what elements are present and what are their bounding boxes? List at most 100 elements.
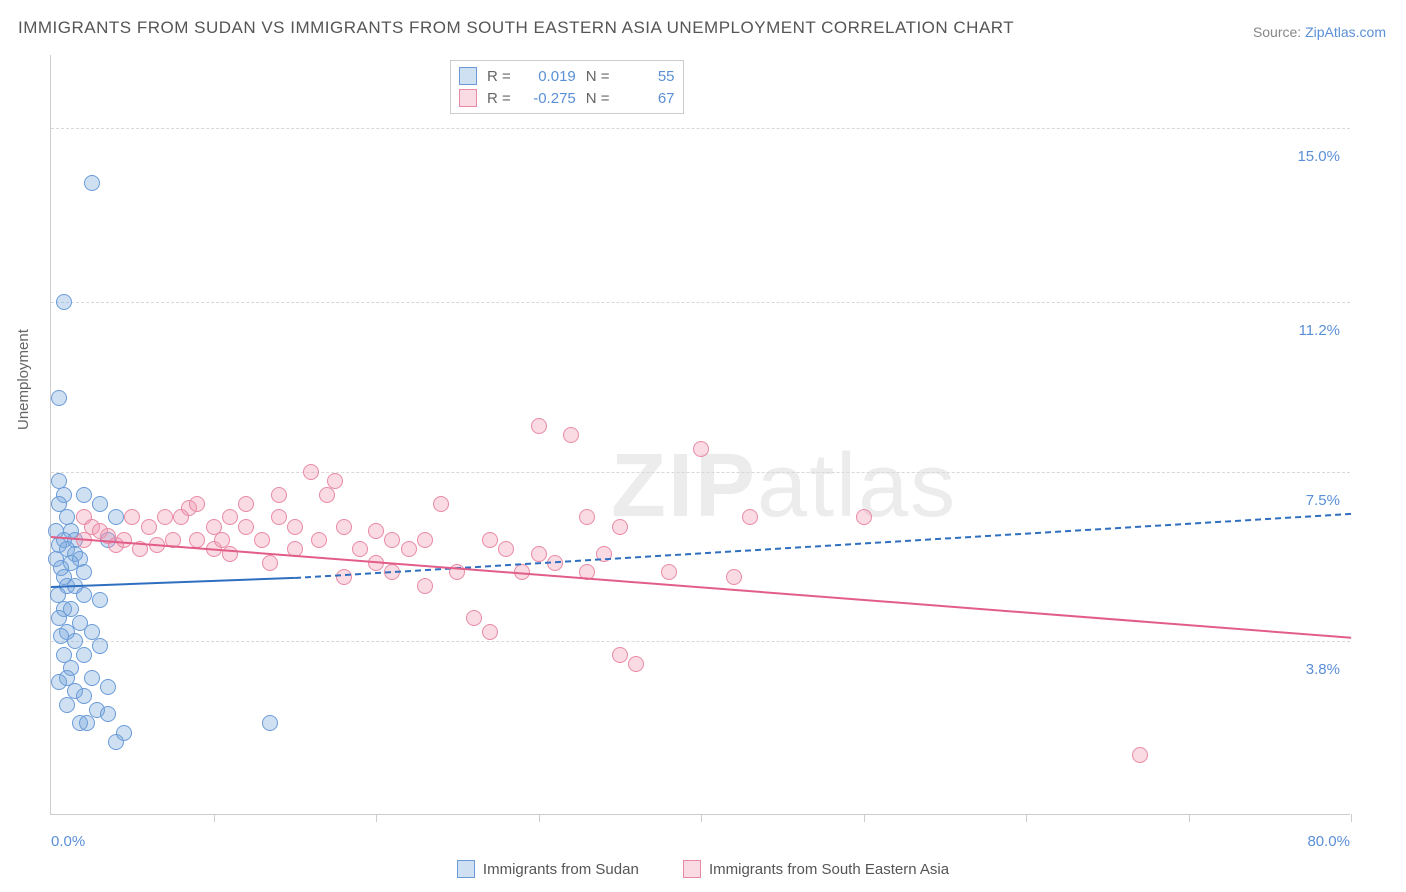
data-point-seasia: [327, 473, 343, 489]
data-point-sudan: [92, 638, 108, 654]
data-point-sudan: [108, 734, 124, 750]
data-point-seasia: [262, 555, 278, 571]
r-label: R =: [487, 90, 511, 107]
legend-series: Immigrants from Sudan Immigrants from So…: [0, 860, 1406, 882]
x-tick: [1351, 814, 1352, 822]
data-point-sudan: [51, 390, 67, 406]
n-label: N =: [586, 68, 610, 85]
x-min-label: 0.0%: [51, 833, 85, 850]
watermark-bold: ZIP: [611, 436, 757, 536]
x-tick: [376, 814, 377, 822]
data-point-seasia: [254, 532, 270, 548]
data-point-seasia: [222, 509, 238, 525]
data-point-seasia: [531, 418, 547, 434]
data-point-sudan: [262, 715, 278, 731]
data-point-sudan: [53, 628, 69, 644]
r-value-seasia: -0.275: [521, 90, 576, 107]
data-point-seasia: [563, 427, 579, 443]
data-point-seasia: [612, 519, 628, 535]
x-tick: [214, 814, 215, 822]
x-tick: [701, 814, 702, 822]
y-tick-label: 11.2%: [1299, 322, 1340, 339]
x-tick: [1189, 814, 1190, 822]
n-label: N =: [586, 90, 610, 107]
data-point-seasia: [579, 509, 595, 525]
y-tick-label: 3.8%: [1306, 661, 1340, 678]
data-point-seasia: [531, 546, 547, 562]
legend-label-sudan: Immigrants from Sudan: [483, 861, 639, 878]
gridline: [51, 472, 1350, 473]
x-tick: [864, 814, 865, 822]
x-tick: [539, 814, 540, 822]
data-point-sudan: [76, 487, 92, 503]
plot-area: ZIPatlas 3.8%7.5%11.2%15.0%0.0%80.0%: [50, 55, 1350, 815]
data-point-seasia: [336, 519, 352, 535]
swatch-sudan: [457, 860, 475, 878]
swatch-sudan: [459, 67, 477, 85]
n-value-seasia: 67: [620, 90, 675, 107]
y-tick-label: 15.0%: [1297, 148, 1340, 165]
data-point-seasia: [271, 487, 287, 503]
data-point-seasia: [336, 569, 352, 585]
data-point-seasia: [368, 523, 384, 539]
data-point-sudan: [100, 706, 116, 722]
source-prefix: Source:: [1253, 24, 1305, 40]
legend-row-seasia: R = -0.275 N = 67: [459, 87, 675, 109]
y-axis-label: Unemployment: [15, 329, 32, 430]
data-point-seasia: [319, 487, 335, 503]
legend-item-sudan: Immigrants from Sudan: [457, 860, 639, 878]
data-point-sudan: [92, 592, 108, 608]
source-link[interactable]: ZipAtlas.com: [1305, 24, 1386, 40]
data-point-seasia: [693, 441, 709, 457]
gridline: [51, 128, 1350, 129]
swatch-seasia: [683, 860, 701, 878]
data-point-seasia: [214, 532, 230, 548]
gridline: [51, 641, 1350, 642]
data-point-seasia: [189, 532, 205, 548]
data-point-seasia: [482, 532, 498, 548]
data-point-seasia: [271, 509, 287, 525]
data-point-sudan: [92, 496, 108, 512]
watermark: ZIPatlas: [611, 435, 957, 538]
data-point-seasia: [417, 532, 433, 548]
data-point-seasia: [612, 647, 628, 663]
data-point-seasia: [238, 496, 254, 512]
data-point-seasia: [401, 541, 417, 557]
legend-statistics: R = 0.019 N = 55 R = -0.275 N = 67: [450, 60, 684, 114]
data-point-seasia: [482, 624, 498, 640]
data-point-seasia: [856, 509, 872, 525]
data-point-sudan: [76, 587, 92, 603]
data-point-seasia: [433, 496, 449, 512]
legend-label-seasia: Immigrants from South Eastern Asia: [709, 861, 949, 878]
data-point-seasia: [311, 532, 327, 548]
swatch-seasia: [459, 89, 477, 107]
source-attribution: Source: ZipAtlas.com: [1253, 24, 1386, 40]
data-point-seasia: [417, 578, 433, 594]
data-point-seasia: [384, 532, 400, 548]
data-point-seasia: [189, 496, 205, 512]
data-point-seasia: [466, 610, 482, 626]
data-point-seasia: [303, 464, 319, 480]
data-point-sudan: [100, 679, 116, 695]
data-point-seasia: [124, 509, 140, 525]
legend-row-sudan: R = 0.019 N = 55: [459, 65, 675, 87]
x-tick: [1026, 814, 1027, 822]
data-point-seasia: [742, 509, 758, 525]
n-value-sudan: 55: [620, 68, 675, 85]
y-tick-label: 7.5%: [1306, 492, 1340, 509]
chart-title: IMMIGRANTS FROM SUDAN VS IMMIGRANTS FROM…: [18, 18, 1014, 38]
data-point-sudan: [108, 509, 124, 525]
r-value-sudan: 0.019: [521, 68, 576, 85]
data-point-sudan: [79, 715, 95, 731]
data-point-sudan: [84, 175, 100, 191]
data-point-sudan: [76, 688, 92, 704]
data-point-seasia: [1132, 747, 1148, 763]
legend-item-seasia: Immigrants from South Eastern Asia: [683, 860, 949, 878]
r-label: R =: [487, 68, 511, 85]
data-point-seasia: [141, 519, 157, 535]
data-point-seasia: [157, 509, 173, 525]
data-point-seasia: [498, 541, 514, 557]
data-point-sudan: [76, 647, 92, 663]
data-point-sudan: [84, 670, 100, 686]
data-point-seasia: [238, 519, 254, 535]
